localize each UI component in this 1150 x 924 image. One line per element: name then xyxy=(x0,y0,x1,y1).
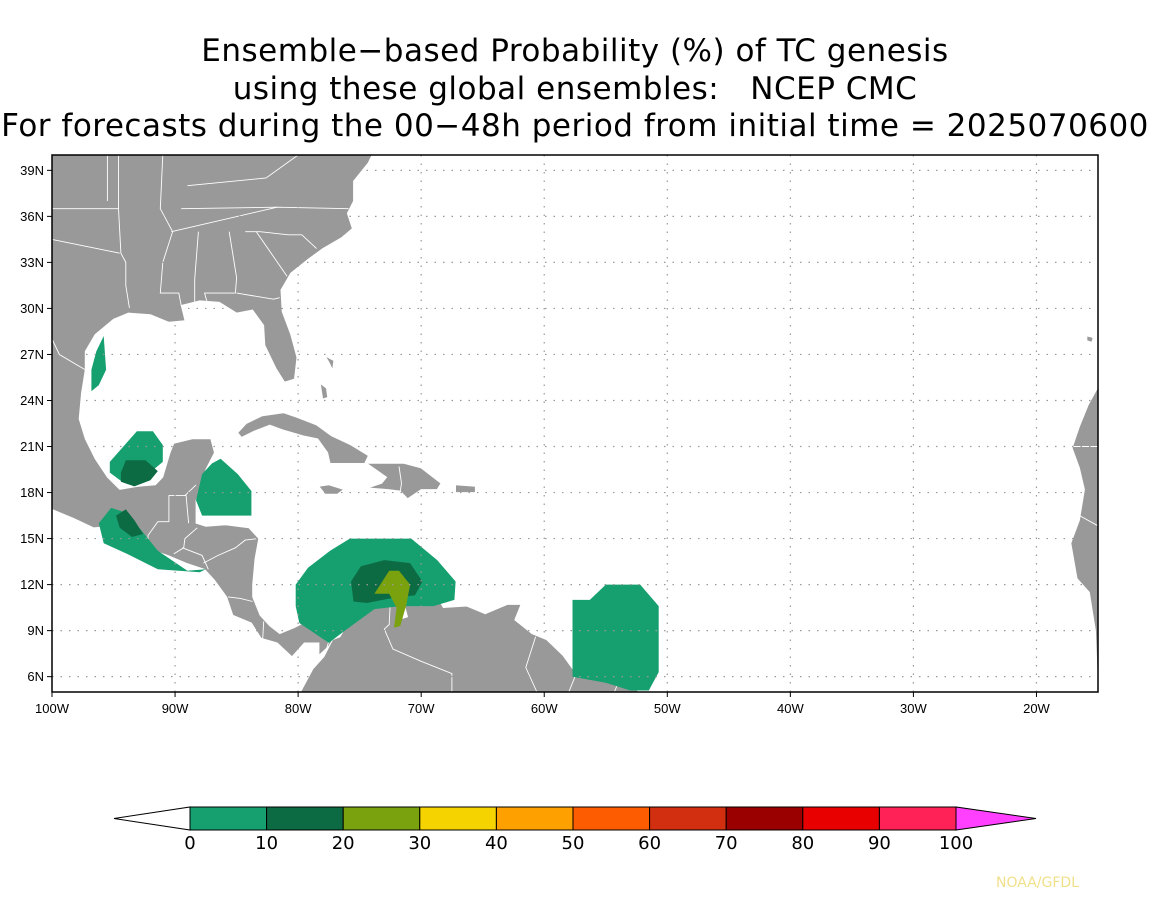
latitude-label: 18N xyxy=(20,485,44,500)
latitude-label: 24N xyxy=(20,393,44,408)
border-line xyxy=(203,538,258,564)
longitude-label: 90W xyxy=(162,701,189,716)
map-title-line-3: For forecasts during the 00−48h period f… xyxy=(1,108,1149,144)
latitude-labels: 39N 36N 33N 30N 27N 24N 21N 18N 15N 12N 9N 6N xyxy=(20,163,52,684)
border-line xyxy=(227,596,253,602)
latitude-label: 33N xyxy=(20,255,44,270)
colorbar-upper-arrow xyxy=(955,806,1037,831)
probability-area-0-10 xyxy=(196,458,252,516)
map-frame xyxy=(51,154,1099,693)
colorbar-tick-label: 70 xyxy=(715,833,738,854)
west-africa xyxy=(1097,155,1098,463)
probability-area-0-10 xyxy=(91,336,107,392)
colorbar-tick-label: 20 xyxy=(332,833,355,854)
latitude-label: 21N xyxy=(20,439,44,454)
border-line xyxy=(52,338,88,372)
colorbar-segment xyxy=(802,806,880,831)
border-line xyxy=(182,547,209,570)
latitude-label: 27N xyxy=(20,347,44,362)
probability-area-10-20 xyxy=(120,460,158,487)
hispaniola xyxy=(365,462,442,500)
colorbar-segment xyxy=(649,806,727,831)
colorbar-segment xyxy=(572,806,651,831)
longitude-label: 40W xyxy=(777,701,804,716)
credit-label: NOAA/GFDL xyxy=(996,875,1079,891)
longitude-label: 50W xyxy=(654,701,681,716)
probability-colorbar: 0 10 20 30 40 50 60 70 80 90 100 xyxy=(113,806,1037,854)
colorbar-tick-label: 10 xyxy=(255,833,278,854)
colorbar-tick-label: 30 xyxy=(408,833,431,854)
cuba xyxy=(237,412,369,464)
longitude-label: 100W xyxy=(35,701,70,716)
border-line xyxy=(187,155,299,187)
colorbar-tick-label: 50 xyxy=(562,833,585,854)
colorbar-segment xyxy=(266,806,344,831)
probability-area-0-10 xyxy=(572,584,659,691)
latitude-label: 9N xyxy=(27,623,44,638)
longitude-labels: 100W 90W 80W 70W 60W 50W 40W 30W 20W xyxy=(35,692,1051,716)
border-line xyxy=(261,621,265,645)
probability-area-10-20 xyxy=(116,509,144,537)
bahamas-abaco xyxy=(324,354,335,372)
latitude-label: 39N xyxy=(20,163,44,178)
border-line xyxy=(398,466,402,492)
border-line xyxy=(204,231,238,303)
colorbar-tick-label: 0 xyxy=(184,833,195,854)
longitude-label: 30W xyxy=(900,701,927,716)
colorbar-tick-label: 80 xyxy=(791,833,814,854)
border-line xyxy=(52,238,120,254)
map-body xyxy=(52,155,1098,692)
colorbar-segment xyxy=(342,806,421,831)
colorbar-lower-arrow xyxy=(113,806,191,831)
border-line xyxy=(525,636,538,692)
probability-contour-layer xyxy=(91,336,659,691)
longitude-label: 80W xyxy=(285,701,312,716)
border-line xyxy=(245,231,317,249)
colorbar-segment xyxy=(419,806,497,831)
border-line xyxy=(236,292,280,300)
colorbar-tick-label: 100 xyxy=(939,833,973,854)
border-line xyxy=(181,206,278,210)
canary-islands xyxy=(1086,335,1094,343)
colorbar-segment xyxy=(878,806,957,831)
puerto-rico xyxy=(455,484,476,493)
colorbar-tick-label: 40 xyxy=(485,833,508,854)
longitude-label: 20W xyxy=(1023,701,1050,716)
border-line xyxy=(194,231,199,303)
border-line xyxy=(1079,515,1098,527)
border-line xyxy=(568,676,576,692)
latitude-label: 30N xyxy=(20,301,44,316)
border-line xyxy=(147,495,190,547)
longitude-label: 70W xyxy=(408,701,435,716)
latitude-label: 12N xyxy=(20,577,44,592)
latitude-label: 6N xyxy=(27,669,44,684)
colorbar-segment xyxy=(495,806,574,831)
border-line xyxy=(118,155,130,309)
colorbar-segment xyxy=(725,806,804,831)
border-line xyxy=(184,484,197,496)
colorbar-tick-label: 60 xyxy=(638,833,661,854)
latitude-label: 15N xyxy=(20,531,44,546)
bahamas-andros xyxy=(319,382,329,400)
border-line xyxy=(173,527,198,555)
longitude-label: 60W xyxy=(531,701,558,716)
border-line xyxy=(255,231,288,277)
map-title-line-1: Ensemble−based Probability (%) of TC gen… xyxy=(201,33,949,69)
colorbar-tick-label: 90 xyxy=(868,833,891,854)
map-title-line-2: using these global ensembles: NCEP CMC xyxy=(232,71,918,107)
latitude-label: 36N xyxy=(20,209,44,224)
colorbar-segment xyxy=(189,806,268,831)
